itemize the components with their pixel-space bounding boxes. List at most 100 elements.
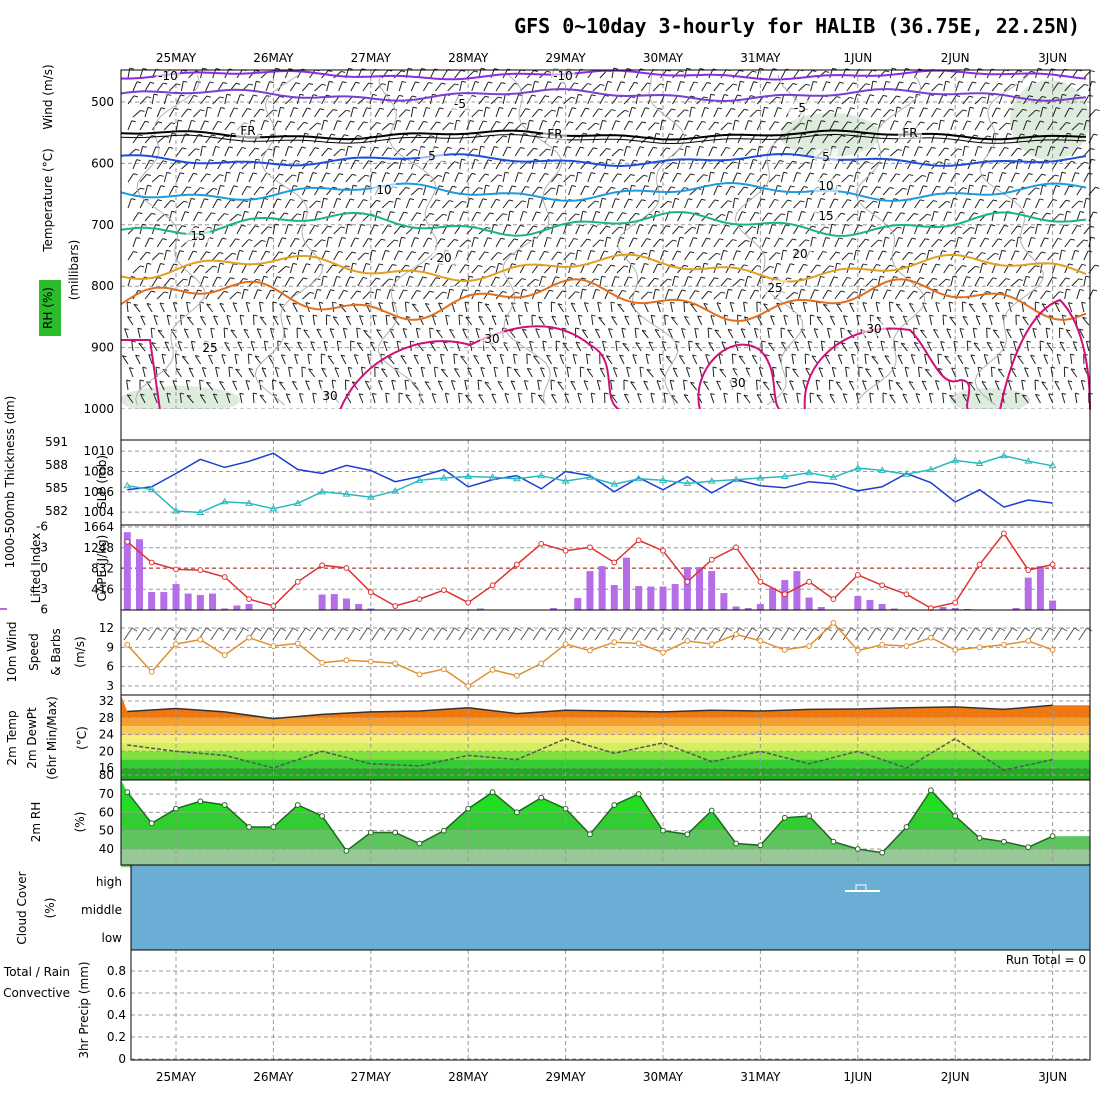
wind-speed-line-point xyxy=(562,641,569,648)
wind-barb-flag xyxy=(429,212,435,215)
wind-barb-flag xyxy=(133,303,138,306)
wind-barb xyxy=(708,121,716,131)
wind-barb xyxy=(781,199,788,209)
wind-barb-flag xyxy=(391,379,396,382)
wind-barb-flag xyxy=(655,288,660,291)
wind-barb xyxy=(369,200,377,209)
wind-barb xyxy=(915,393,920,404)
wind-barb xyxy=(998,250,1003,261)
wind-barb-flag xyxy=(173,302,178,304)
wind-barb xyxy=(1076,161,1085,170)
wind-barb xyxy=(164,341,170,352)
wind-barb xyxy=(1035,173,1043,183)
wind-barb xyxy=(139,198,146,209)
wind-barb xyxy=(659,368,666,378)
wind-barb xyxy=(1010,120,1015,131)
wind-barb xyxy=(583,302,589,313)
wind-barb xyxy=(926,341,933,352)
wind-barb xyxy=(744,276,749,287)
wind-barb-flag xyxy=(802,379,807,382)
wind-barb-flag xyxy=(332,379,337,382)
wind-barb xyxy=(259,394,267,404)
wind-barb-flag xyxy=(309,291,315,294)
wind-barb-flag xyxy=(196,158,201,161)
wind-barb xyxy=(769,393,775,404)
wind-barb-flag xyxy=(316,328,322,331)
wind-barb xyxy=(998,200,1007,209)
wind-barb xyxy=(422,82,429,92)
wind-barb-flag xyxy=(623,265,629,268)
wind-barb-flag xyxy=(946,289,952,292)
contour-label-bg xyxy=(814,178,838,193)
wind-barb-flag xyxy=(982,184,988,187)
wind-barb-flag xyxy=(272,265,277,268)
wind-barb xyxy=(212,252,220,261)
wind-barb-flag xyxy=(377,210,382,213)
wind-barb-flag xyxy=(179,250,184,253)
wind-barb-flag xyxy=(983,107,988,110)
wind-barb xyxy=(234,354,238,365)
wind-barb xyxy=(641,329,649,339)
wind-barb-flag xyxy=(248,83,254,86)
rh-line-point xyxy=(854,846,861,852)
wind-barb xyxy=(791,354,794,365)
wind-barb-flag xyxy=(219,302,224,305)
wind-barb-flag xyxy=(900,212,906,215)
wind-barb-flag xyxy=(217,120,222,123)
wind-barb-flag xyxy=(1011,367,1016,370)
wind-barb-flag xyxy=(184,289,189,292)
wind-barb-flag xyxy=(882,250,887,253)
wind-barb-flag xyxy=(739,147,744,150)
contour-label-bg xyxy=(372,182,396,197)
wind-barb xyxy=(1054,302,1061,313)
cape-bar xyxy=(549,608,557,610)
wind-barb-flag xyxy=(597,379,602,382)
wind-barb xyxy=(683,301,686,313)
wind-barb-flag xyxy=(396,119,402,122)
wind-barb-flag xyxy=(805,353,810,356)
wind-barb xyxy=(127,316,134,326)
wind-barb xyxy=(345,96,353,105)
wind-barb xyxy=(526,120,531,131)
wind-barb-flag xyxy=(434,146,439,149)
wind-barb xyxy=(1021,380,1024,391)
wind-barb-flag xyxy=(949,316,954,319)
wind-barb xyxy=(369,224,375,235)
wind-barb-flag xyxy=(942,172,947,175)
wind-barb-flag xyxy=(303,121,308,124)
wind10-barb xyxy=(594,627,604,641)
wind-barb-flag xyxy=(643,174,648,177)
wind-barb-flag xyxy=(860,277,865,280)
contour-label-bg xyxy=(726,375,750,390)
wind-barb xyxy=(398,159,403,170)
wind-barb-flag xyxy=(183,278,188,281)
wind-barb-flag xyxy=(995,302,1000,305)
wind-barb xyxy=(284,96,293,105)
wind-barb-flag xyxy=(624,315,629,318)
wind-barb-flag xyxy=(728,210,733,213)
wind-barb xyxy=(933,329,940,339)
wind-barb xyxy=(127,198,132,209)
wind-barb-flag xyxy=(1010,239,1016,242)
wind-barb xyxy=(740,328,746,339)
wind-barb-flag xyxy=(675,119,680,122)
thickness-line-point xyxy=(220,497,229,505)
wind-barb xyxy=(538,316,545,326)
lifted-index-line-point xyxy=(562,547,569,554)
wind-barb xyxy=(796,315,799,326)
wind-barb-flag xyxy=(633,81,639,84)
wind-barb-flag xyxy=(1061,249,1066,252)
wind-barb xyxy=(907,290,915,300)
wind-barb xyxy=(471,159,476,170)
wind-barb xyxy=(592,84,601,92)
wind-barb xyxy=(654,329,661,339)
wind-barb-flag xyxy=(1004,147,1009,150)
wind-barb xyxy=(1040,290,1047,300)
wind-barb-flag xyxy=(727,200,732,203)
wind-barb xyxy=(889,120,895,131)
wind-barb-flag xyxy=(853,213,859,216)
wind-barb-flag xyxy=(135,354,140,357)
wind-barb-flag xyxy=(202,145,207,148)
wind-barb xyxy=(684,120,690,131)
wind-barb xyxy=(239,393,243,404)
